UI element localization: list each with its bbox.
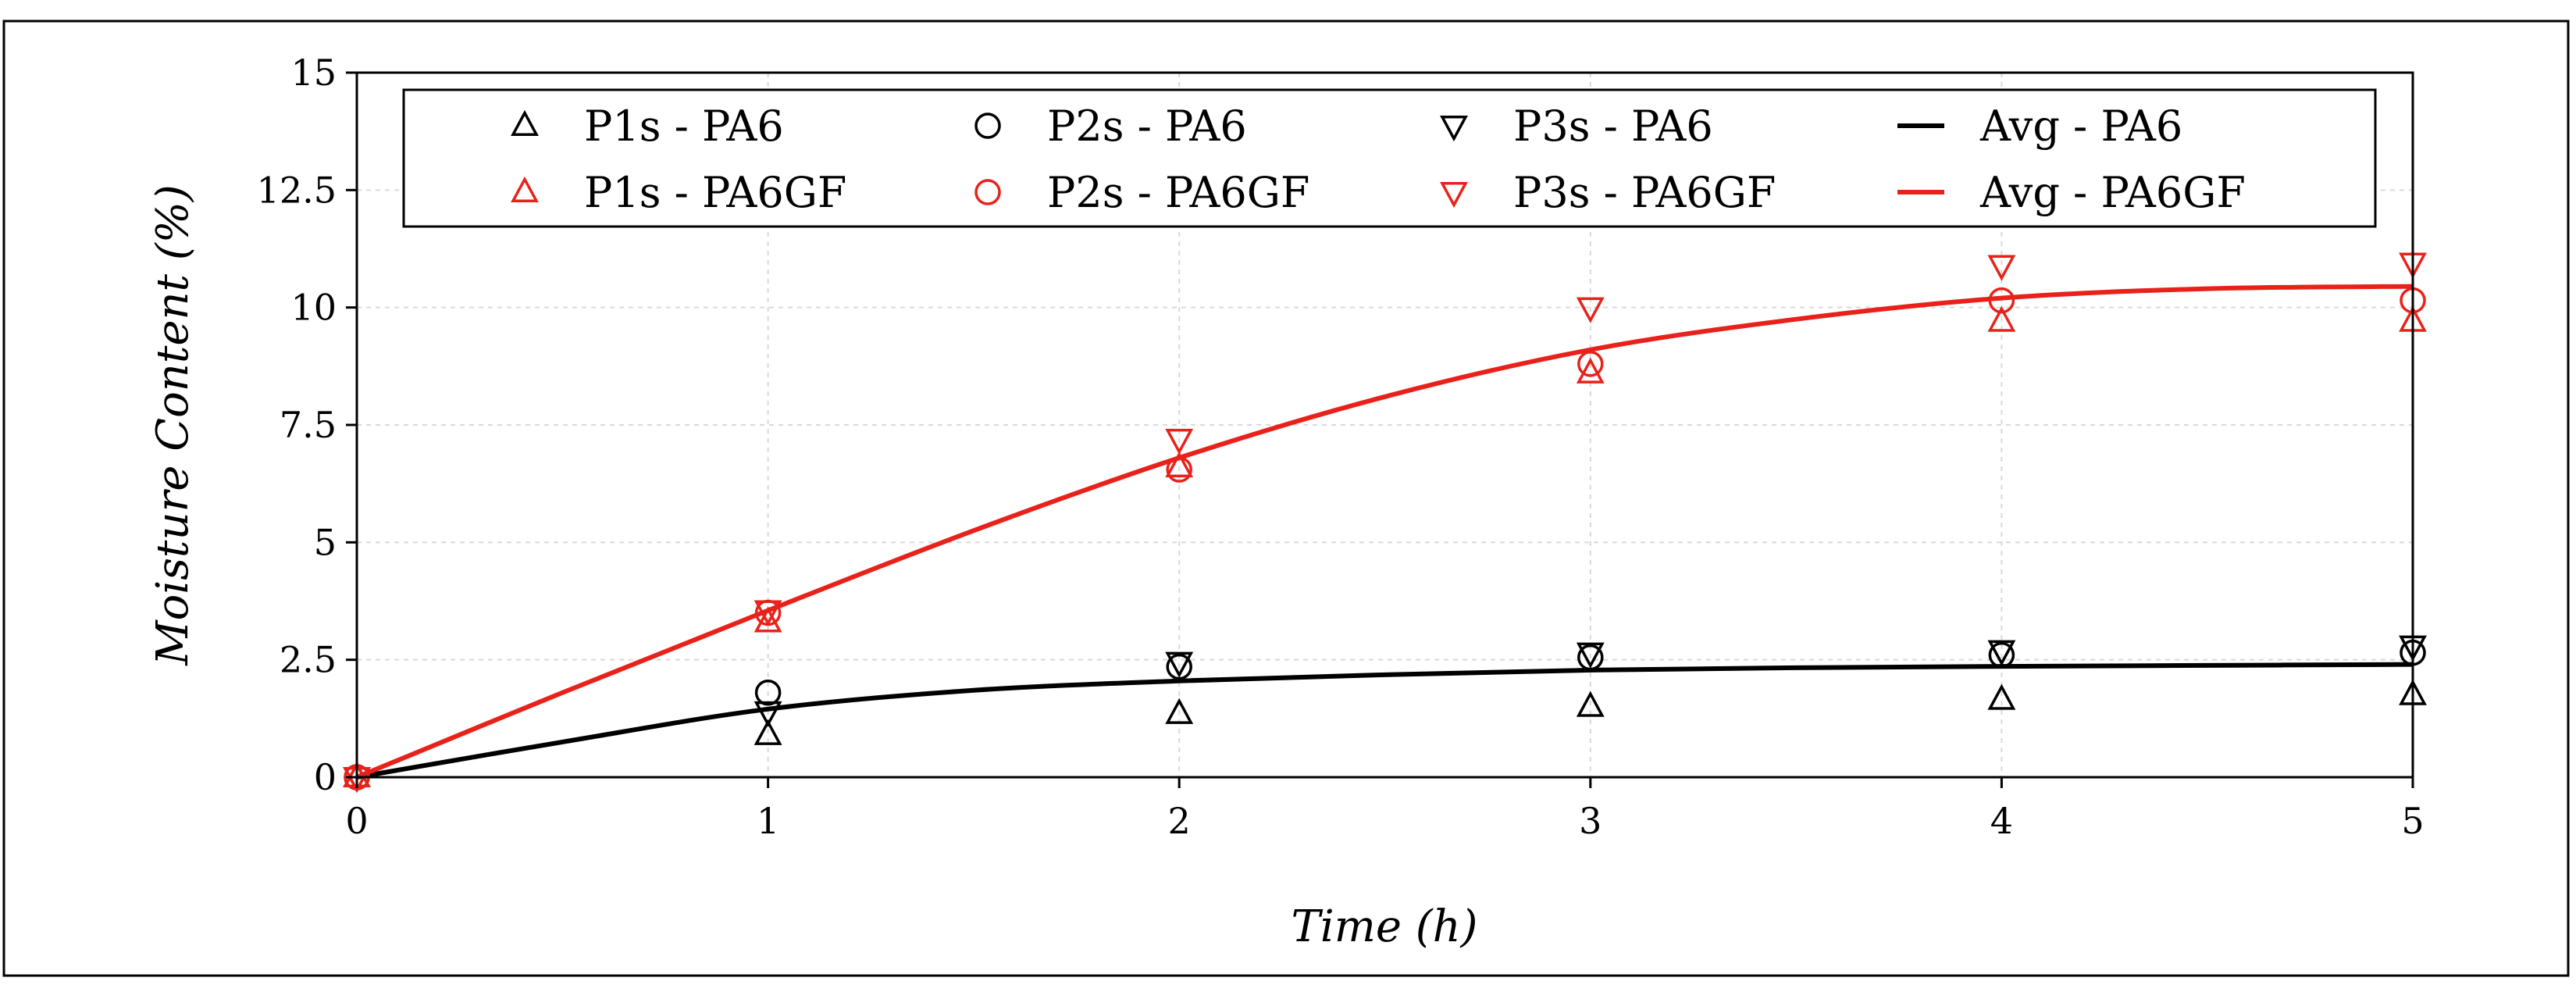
legend-label-p2s-pa6gf: P2s - PA6GF: [1047, 168, 1309, 217]
legend-swatch-p3s-pa6: [1440, 116, 1468, 142]
data-markers: [343, 252, 2427, 794]
y-tick-label: 7.5: [280, 404, 337, 446]
point-p2s-pa6: [1577, 644, 1604, 671]
point-p1s-pa6: [754, 719, 782, 745]
y-tick-label: 12.5: [257, 169, 337, 211]
legend-label-p2s-pa6: P2s - PA6: [1047, 102, 1247, 151]
legend-swatch-p3s-pa6gf: [1440, 182, 1468, 209]
point-p3s-pa6: [1165, 651, 1194, 678]
legend-label-p3s-pa6: P3s - PA6: [1513, 102, 1713, 151]
y-tick-label: 5: [314, 521, 337, 563]
point-p3s-pa6gf: [1576, 297, 1605, 323]
x-tick-label: 2: [1168, 800, 1191, 842]
point-p2s-pa6gf: [1577, 351, 1604, 377]
point-p2s-pa6: [1988, 641, 2015, 669]
legend-label-p1s-pa6: P1s - PA6: [584, 102, 784, 151]
x-tick-label: 1: [757, 800, 779, 842]
legend-swatch-p1s-pa6: [511, 109, 539, 136]
point-p3s-pa6: [754, 701, 782, 727]
point-p1s-pa6: [1987, 683, 2016, 710]
legend-label-avg-pa6gf: Avg - PA6GF: [1979, 168, 2246, 217]
y-tick-label: 15: [290, 52, 337, 94]
point-p1s-pa6: [1576, 690, 1605, 717]
x-tick-label: 3: [1579, 800, 1602, 842]
legend-swatch-p2s-pa6: [974, 112, 1001, 139]
legend-box: [402, 88, 2377, 228]
point-p2s-pa6gf: [1988, 287, 2015, 314]
point-p1s-pa6gf: [1165, 451, 1194, 478]
legend-swatch-p1s-pa6gf: [511, 176, 539, 202]
x-tick-label: 0: [345, 800, 368, 842]
legend-swatch-p2s-pa6gf: [974, 179, 1001, 205]
point-p1s-pa6gf: [754, 606, 782, 633]
axis-ticks: 0 2.5 5 7.5 10 12.5 15 0 1 2 3 4 5: [257, 52, 2425, 842]
legend-label-avg-pa6: Avg - PA6: [1979, 102, 2182, 151]
y-tick-label: 0: [314, 756, 337, 798]
point-p2s-pa6: [754, 680, 782, 706]
point-p3s-pa6: [1987, 640, 2016, 666]
x-axis-title: Time (h): [1291, 901, 1477, 952]
point-p1s-pa6gf: [1987, 305, 2016, 332]
x-tick-label: 4: [1990, 800, 2013, 842]
y-tick-label: 10: [290, 287, 337, 329]
legend-label-p3s-pa6gf: P3s - PA6GF: [1513, 168, 1776, 217]
point-p3s-pa6gf: [1987, 255, 2016, 281]
x-tick-label: 5: [2401, 800, 2424, 842]
point-p1s-pa6gf: [1576, 357, 1605, 384]
average-lines: [355, 284, 2414, 780]
point-p3s-pa6gf: [754, 600, 782, 626]
point-p3s-pa6: [1576, 642, 1605, 669]
y-axis-title: Moisture Content (%): [148, 184, 198, 666]
point-p2s-pa6gf: [1166, 456, 1192, 483]
legend: P1s - PA6 P2s - PA6 P3s - PA6 Avg - PA6 P1s …: [402, 88, 2377, 228]
line-avg-pa6gf: [355, 284, 2414, 780]
point-p1s-pa6: [1165, 698, 1194, 724]
legend-label-p1s-pa6gf: P1s - PA6GF: [584, 168, 846, 217]
line-avg-pa6: [356, 662, 2414, 780]
y-tick-label: 2.5: [280, 639, 337, 681]
point-p2s-pa6: [1166, 653, 1192, 680]
point-p3s-pa6gf: [1165, 429, 1194, 455]
